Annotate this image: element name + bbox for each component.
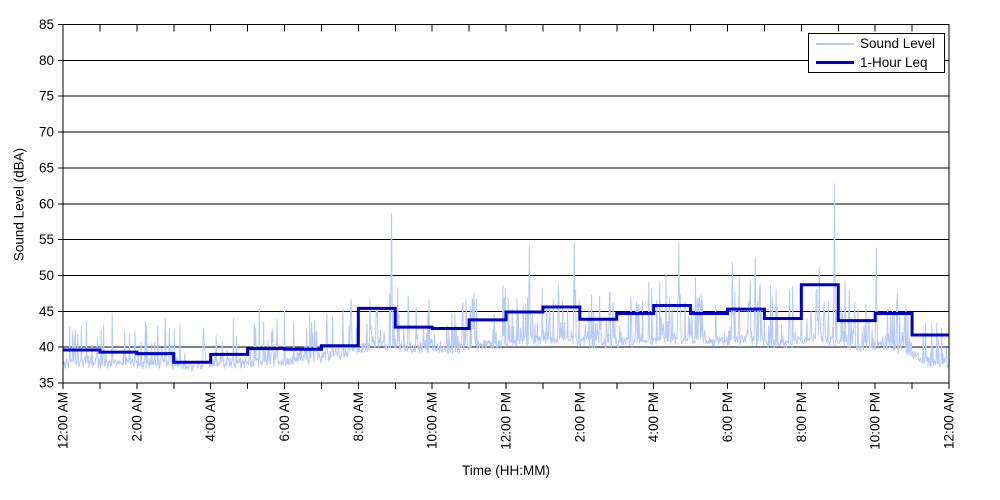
y-tick-label: 55 bbox=[39, 232, 54, 247]
x-axis-title: Time (HH:MM) bbox=[462, 463, 550, 478]
x-tick-label: 8:00 AM bbox=[351, 392, 366, 442]
x-tick-label: 12:00 AM bbox=[56, 392, 71, 449]
leq-line-swatch bbox=[816, 60, 854, 64]
x-tick-label: 4:00 AM bbox=[203, 392, 218, 442]
y-tick-label: 65 bbox=[39, 160, 54, 175]
x-tick-label: 2:00 PM bbox=[572, 392, 587, 442]
y-axis-title: Sound Level (dBA) bbox=[11, 147, 27, 262]
x-tick-label: 10:00 PM bbox=[868, 392, 883, 450]
sound-level-line-swatch bbox=[816, 42, 854, 45]
x-tick-label: 12:00 AM bbox=[942, 392, 957, 449]
y-tick-label: 80 bbox=[39, 53, 54, 68]
x-tick-label: 6:00 PM bbox=[720, 392, 735, 442]
x-tick-label: 8:00 PM bbox=[794, 392, 809, 442]
y-tick-label: 40 bbox=[39, 340, 54, 355]
y-tick-label: 85 bbox=[39, 17, 54, 32]
y-tick-labels: 35 40 45 50 55 60 65 70 75 80 85 bbox=[39, 17, 54, 391]
axes bbox=[58, 24, 950, 389]
legend-label-sound-level: Sound Level bbox=[860, 36, 936, 52]
gridlines bbox=[63, 59, 949, 348]
y-tick-label: 70 bbox=[39, 125, 54, 140]
x-tick-label: 12:00 PM bbox=[499, 392, 514, 450]
x-tick-label: 4:00 PM bbox=[646, 392, 661, 442]
legend-item-leq: 1-Hour Leq bbox=[809, 55, 944, 71]
x-tick-label: 2:00 AM bbox=[129, 392, 144, 442]
legend-label-leq: 1-Hour Leq bbox=[860, 54, 928, 70]
y-tick-label: 45 bbox=[39, 304, 54, 319]
y-tick-label: 50 bbox=[39, 268, 54, 283]
y-tick-label: 35 bbox=[39, 376, 54, 391]
sound-level-trace bbox=[62, 183, 950, 372]
x-tick-label: 10:00 AM bbox=[425, 392, 440, 449]
legend: Sound Level 1-Hour Leq bbox=[808, 33, 945, 73]
y-tick-label: 60 bbox=[39, 196, 54, 211]
leq-step-line bbox=[63, 283, 949, 364]
x-tick-label: 6:00 AM bbox=[277, 392, 292, 442]
y-tick-label: 75 bbox=[39, 89, 54, 104]
legend-item-sound-level: Sound Level bbox=[809, 36, 944, 52]
x-tick-labels: 12:00 AM 2:00 AM 4:00 AM 6:00 AM 8:00 AM 10:0… bbox=[56, 392, 957, 450]
